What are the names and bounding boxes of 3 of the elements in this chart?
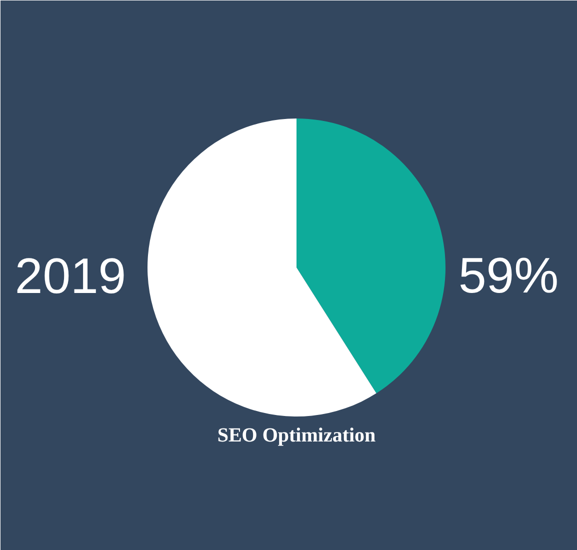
text: 59% (458, 248, 559, 304)
text: 2019 (14, 248, 126, 304)
text: SEO Optimization (217, 424, 376, 446)
